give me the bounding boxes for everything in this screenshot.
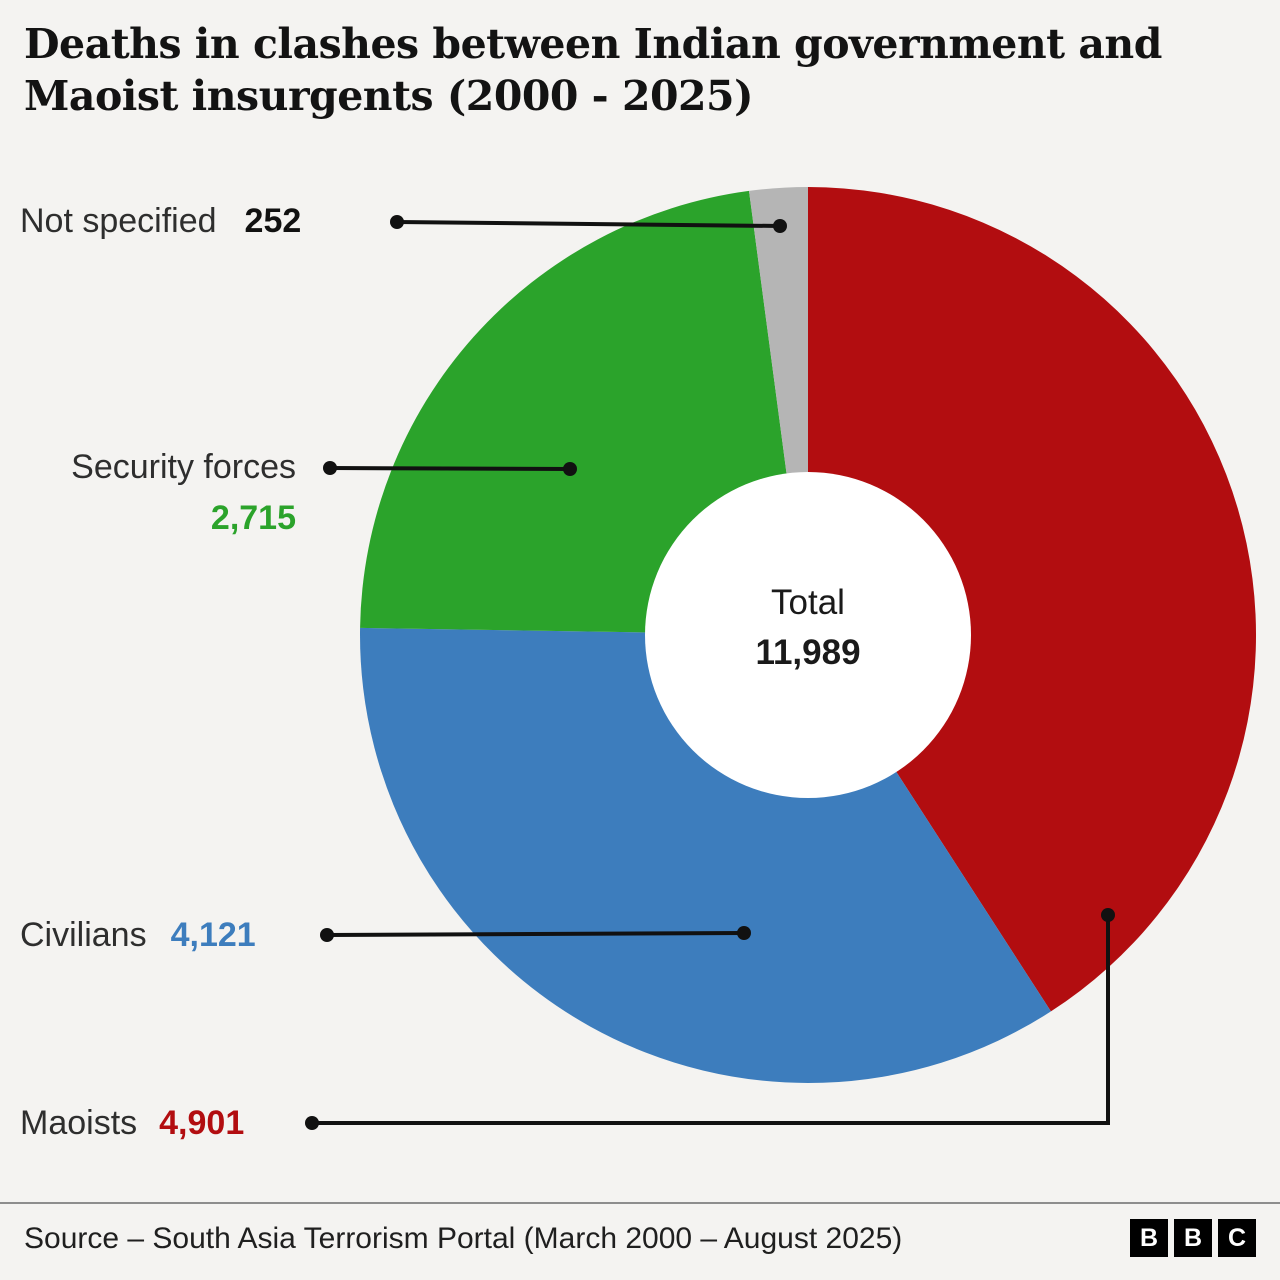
pie-segment-civilians bbox=[360, 627, 1051, 1084]
bbc-logo: B B C bbox=[1130, 1219, 1256, 1257]
bbc-logo-letter: C bbox=[1218, 1219, 1256, 1257]
donut-center-text: Total 11,989 bbox=[658, 583, 958, 673]
total-value: 11,989 bbox=[755, 633, 861, 672]
donut-hole bbox=[645, 472, 971, 798]
label-security-forces-value: 2,715 bbox=[210, 499, 296, 537]
source-text: Source – South Asia Terrorism Portal (Ma… bbox=[24, 1222, 903, 1255]
label-security-forces: Security forces 2,715 bbox=[20, 448, 296, 538]
label-civilians-name: Civilians bbox=[20, 916, 147, 954]
callout-lines bbox=[305, 215, 1115, 1130]
label-not-specified-value: 252 bbox=[244, 202, 302, 240]
footer-divider bbox=[0, 1202, 1280, 1204]
label-maoists-name: Maoists bbox=[20, 1104, 138, 1142]
label-maoists-value: 4,901 bbox=[159, 1104, 245, 1142]
callout-line-not-specified bbox=[390, 215, 787, 233]
bbc-logo-letter: B bbox=[1130, 1219, 1168, 1257]
callout-line-civilians bbox=[320, 926, 751, 942]
label-not-specified-name: Not specified bbox=[20, 202, 217, 240]
callout-line-maoists bbox=[305, 908, 1115, 1130]
bbc-logo-letter: B bbox=[1174, 1219, 1212, 1257]
callout-line-security-forces bbox=[323, 461, 577, 476]
label-civilians: Civilians 4,121 bbox=[20, 916, 256, 955]
label-maoists: Maoists 4,901 bbox=[20, 1104, 244, 1143]
total-label: Total bbox=[771, 583, 845, 622]
chart-title: Deaths in clashes between Indian governm… bbox=[24, 20, 1162, 121]
label-not-specified: Not specified 252 bbox=[20, 202, 301, 241]
label-security-forces-name: Security forces bbox=[71, 448, 296, 486]
pie-segment-maoists bbox=[808, 187, 1257, 1012]
label-civilians-value: 4,121 bbox=[170, 916, 256, 954]
